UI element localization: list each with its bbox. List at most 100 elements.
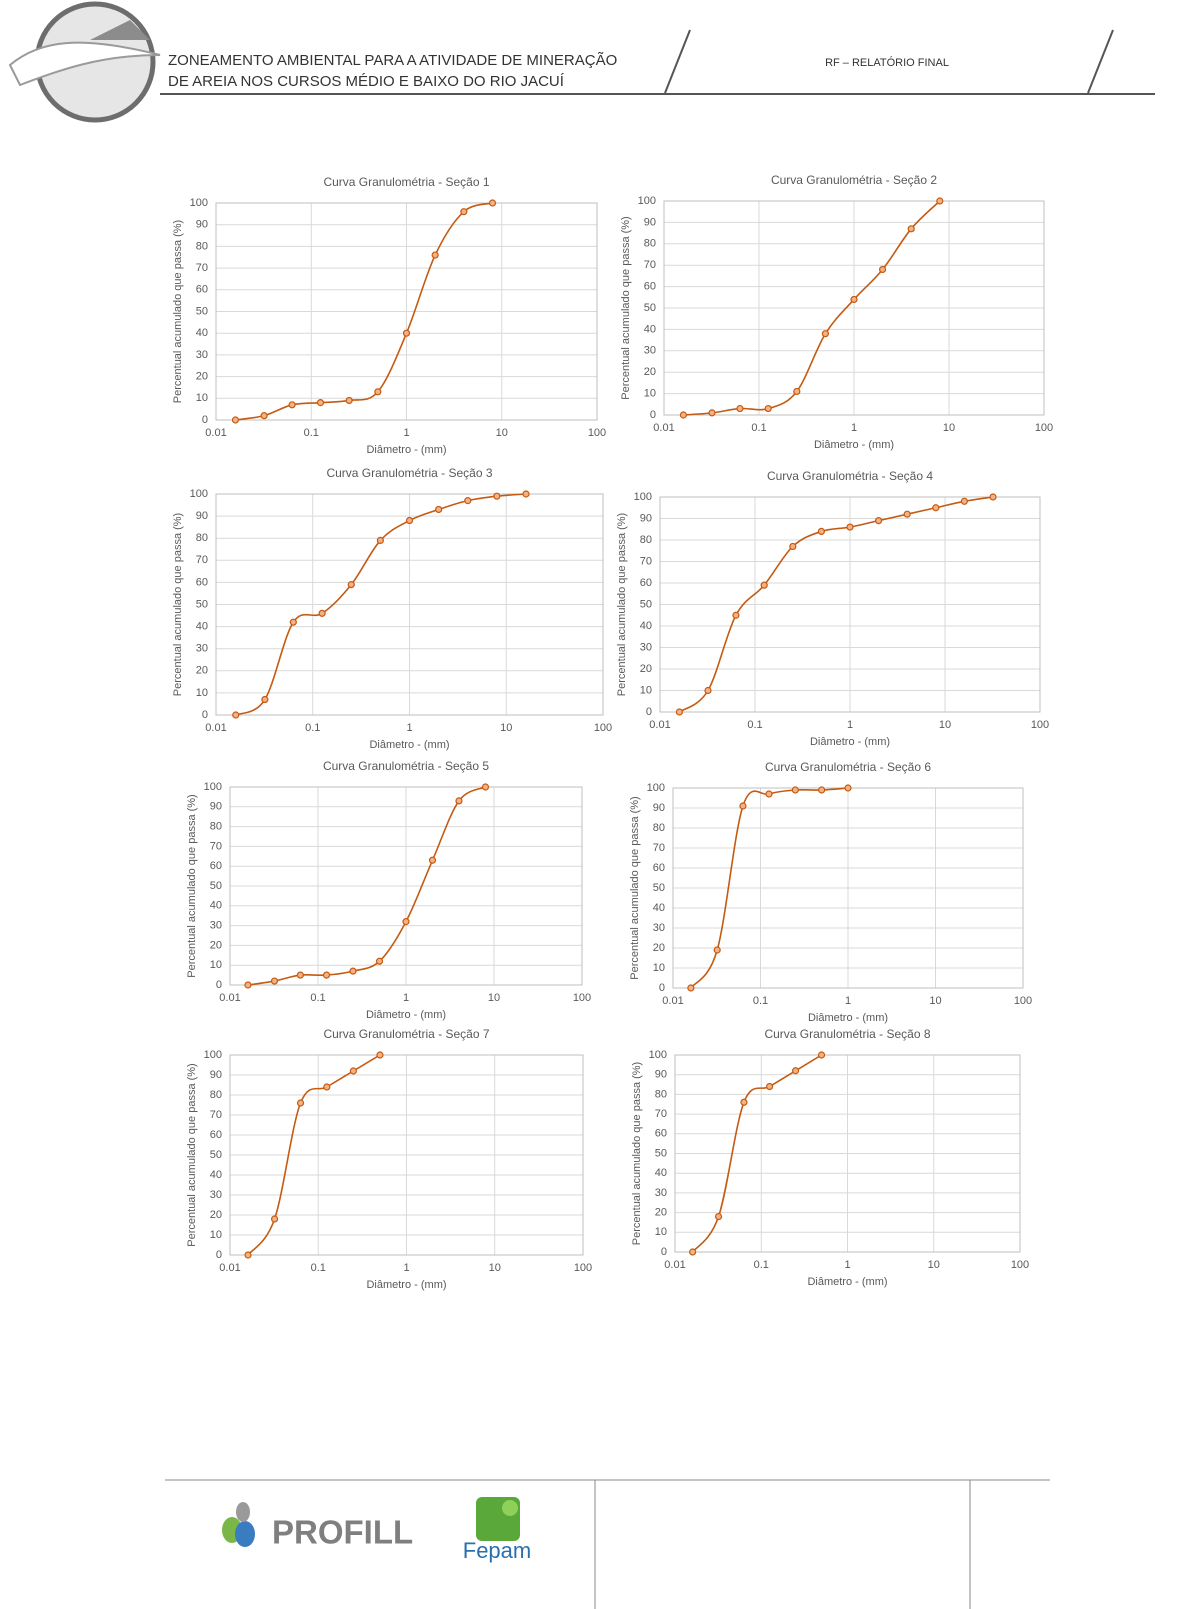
y-tick-label: 30 <box>644 345 656 357</box>
y-axis-label: Percentual acumulado que passa (%) <box>172 513 184 696</box>
x-tick-label: 100 <box>1011 1259 1029 1271</box>
x-tick-label: 1 <box>403 1262 409 1274</box>
data-point <box>791 786 799 794</box>
data-point <box>821 330 830 338</box>
x-tick-label: 0.1 <box>304 427 319 439</box>
data-point <box>349 967 357 975</box>
data-point <box>675 708 683 716</box>
y-tick-label: 100 <box>647 782 665 794</box>
y-tick-label: 90 <box>653 802 665 814</box>
data-point <box>455 797 463 805</box>
x-axis-label: Diâmetro - (mm) <box>810 736 890 748</box>
data-point <box>376 1051 384 1059</box>
y-tick-label: 40 <box>640 620 652 632</box>
chart: 0 10 20 30 40 50 60 70 80 90 100 0.01 0.1 1 10 100 Curva… <box>186 759 591 1021</box>
data-point <box>903 510 911 518</box>
y-tick-label: 30 <box>196 349 208 361</box>
y-tick-label: 20 <box>196 665 208 677</box>
chart: 0 10 20 30 40 50 60 70 80 90 100 0.01 0.1 1 10 100 Curva… <box>172 175 606 456</box>
x-axis-label: Diâmetro - (mm) <box>366 444 446 456</box>
plot-frame <box>215 493 604 716</box>
x-tick-label: 0.1 <box>754 1259 769 1271</box>
x-tick-label: 10 <box>943 422 955 434</box>
x-tick-label: 1 <box>847 719 853 731</box>
data-point <box>874 517 883 525</box>
y-tick-label: 20 <box>644 366 656 378</box>
fepam-icon <box>476 1497 520 1541</box>
x-tick-label: 100 <box>588 427 606 439</box>
y-tick-label: 50 <box>210 880 222 892</box>
data-point <box>374 388 382 396</box>
y-tick-label: 10 <box>210 959 222 971</box>
y-tick-label: 100 <box>190 197 208 209</box>
x-tick-label: 10 <box>488 992 500 1004</box>
data-point <box>766 1082 774 1091</box>
y-tick-label: 80 <box>640 534 652 546</box>
chart-title: Curva Granulométria - Seção 1 <box>323 175 489 189</box>
data-point <box>493 492 501 500</box>
header-title: DE AREIA NOS CURSOS MÉDIO E BAIXO DO RIO… <box>168 73 565 90</box>
data-point <box>349 1067 357 1075</box>
y-tick-label: 20 <box>653 942 665 954</box>
chart-title: Curva Granulométria - Seção 5 <box>323 759 489 773</box>
data-point <box>345 396 353 405</box>
y-tick-label: 60 <box>644 281 656 293</box>
y-tick-label: 90 <box>640 512 652 524</box>
x-tick-label: 0.01 <box>664 1259 685 1271</box>
y-tick-label: 50 <box>655 1147 667 1159</box>
y-axis-label: Percentual acumulado que passa (%) <box>172 220 184 403</box>
plot-frame <box>663 200 1045 416</box>
x-tick-label: 100 <box>594 722 612 734</box>
data-point <box>347 581 355 589</box>
x-tick-label: 1 <box>851 422 857 434</box>
y-tick-label: 60 <box>653 862 665 874</box>
y-tick-label: 90 <box>196 510 208 522</box>
y-tick-label: 10 <box>196 392 208 404</box>
y-tick-label: 30 <box>653 922 665 934</box>
data-point <box>740 1098 748 1106</box>
y-tick-label: 30 <box>640 641 652 653</box>
x-tick-label: 0.01 <box>649 719 670 731</box>
x-tick-label: 0.01 <box>219 992 240 1004</box>
header-logo <box>8 1 161 123</box>
data-point <box>689 1248 697 1256</box>
y-tick-label: 70 <box>196 262 208 274</box>
data-point <box>818 786 826 794</box>
y-tick-label: 0 <box>202 414 208 426</box>
y-tick-label: 80 <box>644 238 656 250</box>
y-tick-label: 10 <box>653 962 665 974</box>
data-point <box>760 581 768 589</box>
y-tick-label: 80 <box>653 822 665 834</box>
data-point <box>322 971 331 979</box>
y-tick-label: 40 <box>644 323 656 335</box>
y-tick-label: 20 <box>196 371 208 383</box>
header-slash <box>1087 29 1114 94</box>
data-point <box>435 505 443 514</box>
data-point <box>679 411 687 419</box>
chart-title: Curva Granulométria - Seção 7 <box>323 1027 489 1041</box>
x-tick-label: 100 <box>1035 422 1053 434</box>
x-tick-label: 0.01 <box>205 427 226 439</box>
x-tick-label: 0.1 <box>747 719 762 731</box>
y-tick-label: 100 <box>649 1049 667 1061</box>
y-tick-label: 80 <box>655 1088 667 1100</box>
x-tick-label: 1 <box>403 992 409 1004</box>
chart-title: Curva Granulométria - Seção 3 <box>326 466 492 480</box>
data-point <box>789 542 797 551</box>
x-axis-label: Diâmetro - (mm) <box>366 1009 446 1021</box>
profill-icon <box>222 1502 255 1547</box>
x-axis-label: Diâmetro - (mm) <box>808 1012 888 1024</box>
data-point <box>732 611 740 619</box>
header-report: RF – RELATÓRIO FINAL <box>825 56 949 69</box>
y-tick-label: 50 <box>210 1149 222 1161</box>
y-tick-label: 0 <box>216 1249 222 1261</box>
y-tick-label: 90 <box>644 216 656 228</box>
plot-frame <box>659 496 1041 713</box>
data-point <box>289 618 297 626</box>
y-tick-label: 70 <box>644 259 656 271</box>
y-tick-label: 100 <box>634 491 652 503</box>
plot-frame <box>229 1054 584 1256</box>
data-point <box>932 504 940 512</box>
y-tick-label: 0 <box>216 979 222 991</box>
